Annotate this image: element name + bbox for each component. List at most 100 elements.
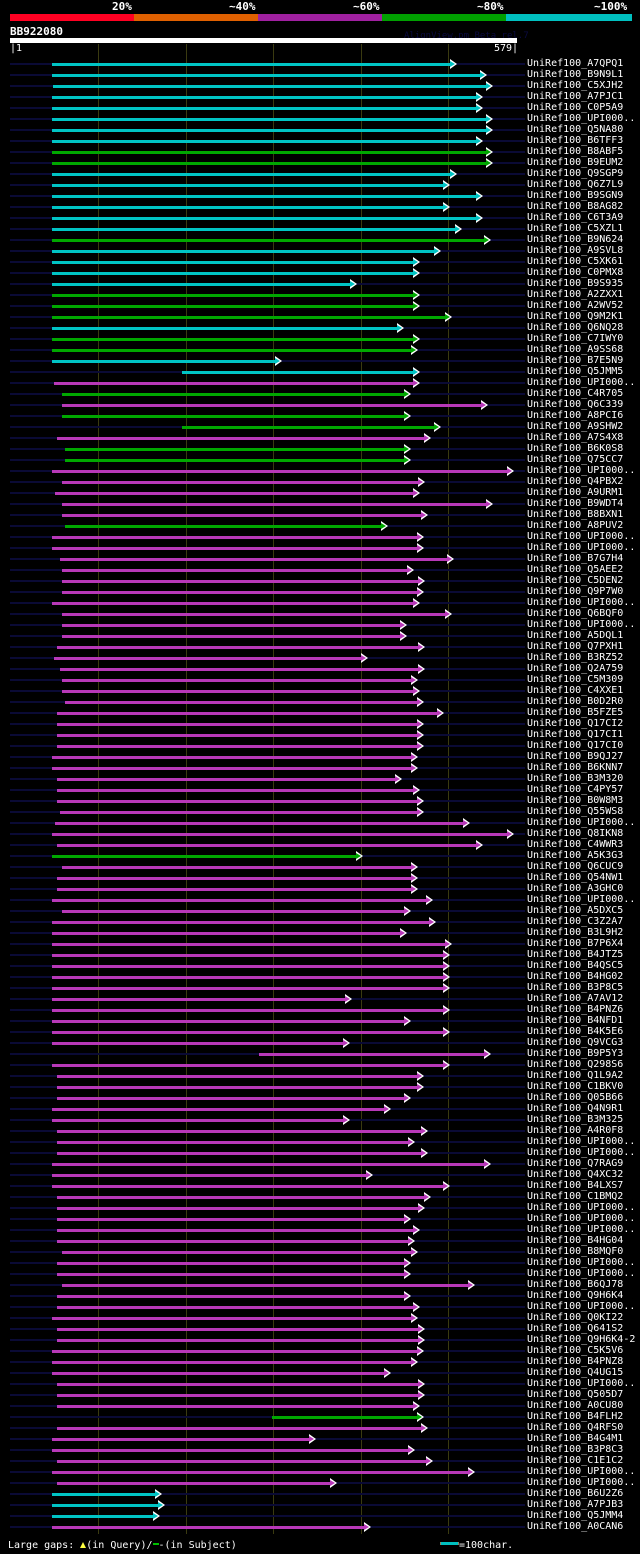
hit-label[interactable]: UniRef100_B3M325 bbox=[527, 1114, 624, 1125]
hit-label[interactable]: UniRef100_Q9P7W0 bbox=[527, 586, 624, 597]
hit-label[interactable]: UniRef100_A0CAN6 bbox=[527, 1521, 624, 1532]
hit-alignment-bar[interactable] bbox=[56, 744, 418, 748]
hit-alignment-bar[interactable] bbox=[56, 645, 420, 649]
hit-alignment-bar[interactable] bbox=[61, 392, 406, 396]
hit-alignment-bar[interactable] bbox=[56, 1129, 422, 1133]
hit-label[interactable]: UniRef100_UPI000.. bbox=[527, 619, 636, 630]
hit-alignment-bar[interactable] bbox=[52, 1173, 367, 1177]
hit-label[interactable]: UniRef100_UPI000.. bbox=[527, 1224, 636, 1235]
hit-label[interactable]: UniRef100_A3GHC0 bbox=[527, 883, 624, 894]
hit-label[interactable]: UniRef100_UPI000.. bbox=[527, 1378, 636, 1389]
hit-alignment-bar[interactable] bbox=[259, 1052, 485, 1056]
hit-alignment-bar[interactable] bbox=[61, 634, 401, 638]
hit-alignment-bar[interactable] bbox=[56, 1074, 418, 1078]
hit-label[interactable]: UniRef100_B3L9H2 bbox=[527, 927, 624, 938]
hit-alignment-bar[interactable] bbox=[56, 722, 418, 726]
hit-alignment-bar[interactable] bbox=[52, 1041, 345, 1045]
hit-alignment-bar[interactable] bbox=[61, 689, 414, 693]
hit-label[interactable]: UniRef100_C4XXE1 bbox=[527, 685, 624, 696]
hit-alignment-bar[interactable] bbox=[56, 1459, 428, 1463]
hit-label[interactable]: UniRef100_Q4RFS0 bbox=[527, 1422, 624, 1433]
hit-label[interactable]: UniRef100_C5DEN2 bbox=[527, 575, 624, 586]
hit-label[interactable]: UniRef100_C4WWR3 bbox=[527, 839, 624, 850]
hit-label[interactable]: UniRef100_B0W8M3 bbox=[527, 795, 624, 806]
hit-label[interactable]: UniRef100_UPI000.. bbox=[527, 597, 636, 608]
hit-alignment-bar[interactable] bbox=[56, 788, 414, 792]
hit-alignment-bar[interactable] bbox=[61, 909, 406, 913]
hit-label[interactable]: UniRef100_Q17CI2 bbox=[527, 718, 624, 729]
hit-alignment-bar[interactable] bbox=[182, 370, 414, 374]
hit-label[interactable]: UniRef100_B6QJ78 bbox=[527, 1279, 624, 1290]
hit-alignment-bar[interactable] bbox=[52, 975, 444, 979]
hit-label[interactable]: UniRef100_Q55WS8 bbox=[527, 806, 624, 817]
hit-alignment-bar[interactable] bbox=[52, 1349, 418, 1353]
hit-alignment-bar[interactable] bbox=[53, 656, 363, 660]
hit-label[interactable]: UniRef100_C6T3A9 bbox=[527, 212, 624, 223]
hit-alignment-bar[interactable] bbox=[56, 1096, 406, 1100]
hit-label[interactable]: UniRef100_A2WV52 bbox=[527, 300, 624, 311]
hit-alignment-bar[interactable] bbox=[61, 513, 422, 517]
hit-alignment-bar[interactable] bbox=[52, 953, 444, 957]
hit-alignment-bar[interactable] bbox=[56, 1085, 418, 1089]
hit-alignment-bar[interactable] bbox=[52, 1184, 444, 1188]
hit-label[interactable]: UniRef100_B3RZ52 bbox=[527, 652, 624, 663]
hit-alignment-bar[interactable] bbox=[52, 139, 477, 143]
hit-alignment-bar[interactable] bbox=[52, 986, 444, 990]
hit-label[interactable]: UniRef100_Q505D7 bbox=[527, 1389, 624, 1400]
hit-alignment-bar[interactable] bbox=[52, 128, 488, 132]
hit-alignment-bar[interactable] bbox=[56, 1195, 426, 1199]
hit-label[interactable]: UniRef100_B4PNZ8 bbox=[527, 1356, 624, 1367]
hit-label[interactable]: UniRef100_UPI000.. bbox=[527, 531, 636, 542]
hit-label[interactable]: UniRef100_B6KNN7 bbox=[527, 762, 624, 773]
hit-alignment-bar[interactable] bbox=[56, 887, 413, 891]
hit-label[interactable]: UniRef100_UPI000.. bbox=[527, 817, 636, 828]
hit-alignment-bar[interactable] bbox=[52, 601, 415, 605]
hit-label[interactable]: UniRef100_C1BKV0 bbox=[527, 1081, 624, 1092]
hit-alignment-bar[interactable] bbox=[53, 381, 415, 385]
hit-label[interactable]: UniRef100_Q6C339 bbox=[527, 399, 624, 410]
hit-alignment-bar[interactable] bbox=[60, 667, 420, 671]
hit-label[interactable]: UniRef100_B6K0S8 bbox=[527, 443, 624, 454]
hit-label[interactable]: UniRef100_Q1L9A2 bbox=[527, 1070, 624, 1081]
hit-alignment-bar[interactable] bbox=[52, 227, 456, 231]
hit-alignment-bar[interactable] bbox=[56, 1217, 406, 1221]
hit-label[interactable]: UniRef100_A2ZXX1 bbox=[527, 289, 624, 300]
hit-label[interactable]: UniRef100_UPI000.. bbox=[527, 377, 636, 388]
hit-label[interactable]: UniRef100_Q6NQ28 bbox=[527, 322, 624, 333]
hit-alignment-bar[interactable] bbox=[56, 1140, 409, 1144]
hit-label[interactable]: UniRef100_Q9M2K1 bbox=[527, 311, 624, 322]
hit-label[interactable]: UniRef100_B7P6X4 bbox=[527, 938, 624, 949]
hit-label[interactable]: UniRef100_C1E1C2 bbox=[527, 1455, 624, 1466]
hit-label[interactable]: UniRef100_UPI000.. bbox=[527, 1202, 636, 1213]
hit-alignment-bar[interactable] bbox=[56, 1338, 420, 1342]
hit-label[interactable]: UniRef100_B3P8C5 bbox=[527, 982, 624, 993]
hit-alignment-bar[interactable] bbox=[56, 1261, 406, 1265]
hit-label[interactable]: UniRef100_A0CU80 bbox=[527, 1400, 624, 1411]
hit-alignment-bar[interactable] bbox=[56, 1393, 420, 1397]
hit-alignment-bar[interactable] bbox=[52, 216, 477, 220]
hit-alignment-bar[interactable] bbox=[52, 249, 435, 253]
hit-label[interactable]: UniRef100_B4FLH2 bbox=[527, 1411, 624, 1422]
hit-alignment-bar[interactable] bbox=[56, 777, 396, 781]
hit-alignment-bar[interactable] bbox=[52, 931, 401, 935]
hit-label[interactable]: UniRef100_B4K5E6 bbox=[527, 1026, 624, 1037]
hit-alignment-bar[interactable] bbox=[56, 711, 439, 715]
hit-label[interactable]: UniRef100_Q9VCG3 bbox=[527, 1037, 624, 1048]
hit-label[interactable]: UniRef100_B4HG02 bbox=[527, 971, 624, 982]
hit-alignment-bar[interactable] bbox=[52, 854, 358, 858]
hit-alignment-bar[interactable] bbox=[52, 1063, 444, 1067]
hit-alignment-bar[interactable] bbox=[52, 62, 451, 66]
hit-label[interactable]: UniRef100_A7PJC1 bbox=[527, 91, 624, 102]
hit-alignment-bar[interactable] bbox=[61, 590, 418, 594]
hit-alignment-bar[interactable] bbox=[60, 810, 418, 814]
hit-alignment-bar[interactable] bbox=[52, 293, 415, 297]
hit-label[interactable]: UniRef100_Q298S6 bbox=[527, 1059, 624, 1070]
hit-label[interactable]: UniRef100_Q5JMM5 bbox=[527, 366, 624, 377]
hit-alignment-bar[interactable] bbox=[52, 1437, 311, 1441]
hit-label[interactable]: UniRef100_A5DXC5 bbox=[527, 905, 624, 916]
hit-label[interactable]: UniRef100_A8PUV2 bbox=[527, 520, 624, 531]
hit-alignment-bar[interactable] bbox=[56, 1228, 414, 1232]
hit-label[interactable]: UniRef100_UPI000.. bbox=[527, 1257, 636, 1268]
hit-alignment-bar[interactable] bbox=[65, 524, 382, 528]
hit-label[interactable]: UniRef100_B4HG04 bbox=[527, 1235, 624, 1246]
